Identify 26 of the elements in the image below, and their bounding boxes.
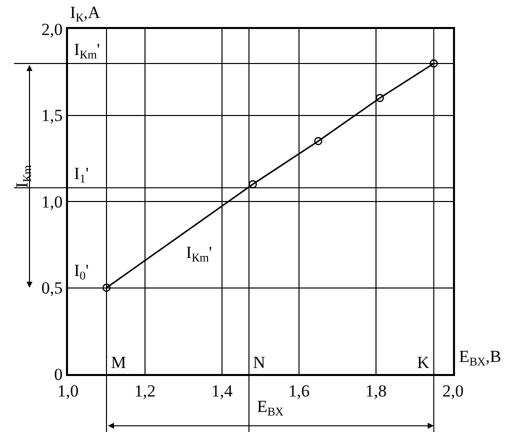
ref-line-label: N (253, 353, 266, 372)
y-axis-title: I$_{К}$,А (70, 3, 101, 25)
x-tick-label: 2,0 (442, 381, 464, 400)
annotation: I$_{0}$' (74, 261, 89, 283)
x-tick-label: 1,6 (288, 381, 310, 400)
ref-line-label: M (111, 353, 126, 372)
point (376, 94, 384, 102)
y-tick-label: 1,0 (41, 192, 63, 212)
point (430, 59, 438, 68)
x-tick-label: 1,0 (57, 381, 79, 400)
point (314, 137, 322, 146)
ref-line-label: I$_{1}$' (74, 164, 89, 186)
y-tick-label: 2,0 (41, 20, 63, 39)
point (248, 180, 257, 188)
x-tick-label: 1,4 (211, 381, 234, 400)
x-axis-title: E$_{ВХ}$,В (459, 347, 502, 369)
ref-line-label: K (417, 353, 430, 372)
x-tick-label: 1,8 (365, 381, 387, 400)
y-tick-label: 1,5 (41, 106, 63, 126)
text: E$_{ВХ}$ (257, 397, 284, 419)
ref-line-label: I$_{Кm}$' (74, 40, 100, 62)
point (102, 284, 111, 292)
y-tick-label: 0,5 (41, 278, 63, 298)
x-tick-label: 1,2 (134, 381, 156, 400)
annotation: I$_{Кm}$' (186, 243, 212, 265)
y-tick-label: 0 (54, 364, 63, 384)
